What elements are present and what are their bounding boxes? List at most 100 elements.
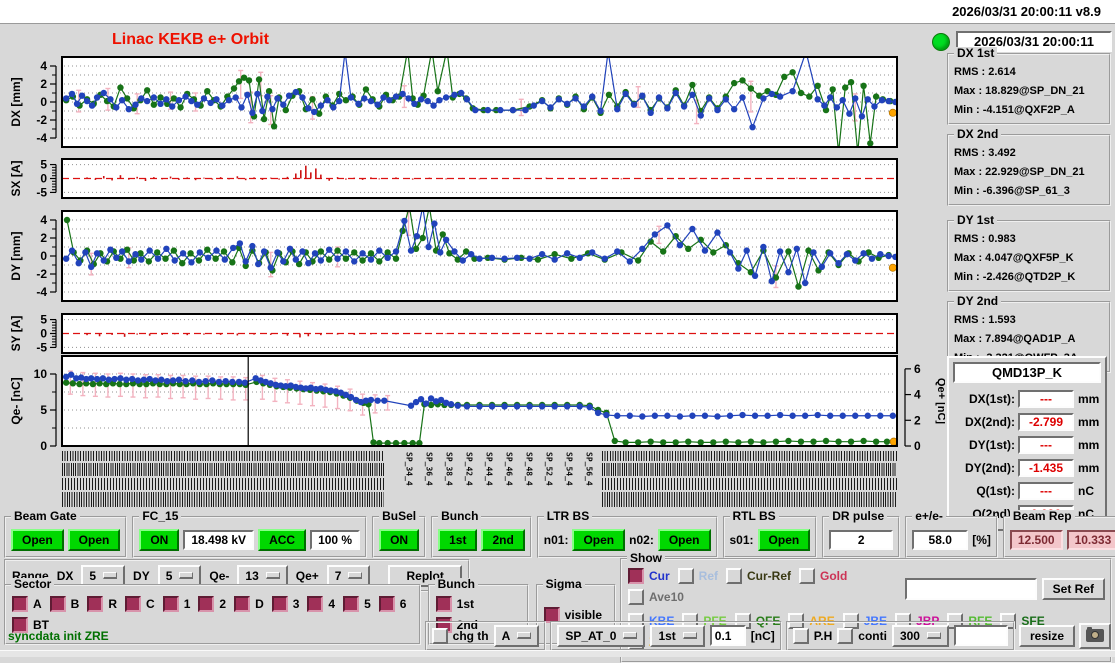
conti-checkbox[interactable] [837,627,854,644]
range-qem-dropdown[interactable]: 13 [237,564,288,587]
svg-text:Qe+ [nC]: Qe+ [nC] [935,378,945,424]
svg-text:DX [mm]: DX [mm] [9,77,23,126]
bpm-label: SP_44_4 [484,452,494,486]
checkbox-r[interactable] [87,596,104,612]
checkbox-bt[interactable] [12,617,28,633]
epe-unit-label: [%] [972,532,991,547]
group-title: DR pulse [829,510,888,523]
checkbox-2[interactable] [198,596,215,612]
svg-text:10: 10 [34,367,48,381]
set-ref-button[interactable]: Set Ref [1041,578,1105,600]
bpm-select-value: SP_AT_0 [565,628,617,643]
checkbox-label: BT [33,618,49,632]
sector-select-dropdown[interactable]: A [493,624,540,647]
resize-button[interactable]: resize [1018,624,1075,647]
checkbox-b[interactable] [49,596,66,612]
ltr-n01-label: n01: [543,532,569,547]
checkbox-item-5: 5 [343,596,371,612]
checkbox-c[interactable] [125,596,142,612]
checkbox-gold[interactable] [799,568,816,584]
chg-th-checkbox-item: chg th [431,627,489,644]
bpm-labels-dense-right [602,451,897,509]
svg-text:2: 2 [40,231,47,245]
qmd-value: -1.435 [1018,458,1074,477]
checkbox-5[interactable] [343,596,360,612]
checkbox-a[interactable] [12,596,28,612]
set-ref-input[interactable] [904,578,1037,600]
svg-text:SX [A]: SX [A] [9,160,23,196]
ltr-n01-button[interactable]: Open [572,528,626,551]
checkbox-1[interactable] [162,596,179,612]
status-message: syncdata init ZRE [8,628,109,643]
checkbox-label: 2 [219,597,227,611]
busel-on-button[interactable]: ON [379,528,420,551]
checkbox-item-b: B [49,596,79,612]
checkbox-d[interactable] [234,596,251,612]
beam-gate-button-1[interactable]: Open [11,528,64,551]
sector-group: Sector A B R C 1 2 D 3 4 5 6 BT [4,578,421,645]
svg-text:DY [mm]: DY [mm] [9,231,23,280]
bunch-1st-button[interactable]: 1st [438,528,478,551]
fc15-acc-button[interactable]: ACC [258,528,307,551]
ltr-bs-group: LTR BS n01: Open n02: Open [536,510,718,558]
stat-max: Max : 4.047@QXF5P_K [954,252,1074,264]
rtl-s01-button[interactable]: Open [757,528,811,551]
qmd-title[interactable]: QMD13P_K [953,362,1101,383]
svg-text:-4: -4 [36,131,47,145]
checkbox-ref[interactable] [677,568,694,584]
ph-checkbox-item: P.H [792,627,832,644]
group-title: Show [627,552,665,565]
ltr-n02-button[interactable]: Open [657,528,711,551]
interval-input[interactable] [953,625,1008,646]
range-qem-label: Qe- [209,568,230,583]
bpm-select-dropdown[interactable]: SP_AT_0 [557,624,646,647]
conti-checkbox-item: conti [837,627,887,644]
group-title: FC_15 [139,510,182,523]
qmd-row: DY(1st): --- mm [953,433,1101,456]
beam-rep-value-2: 10.333 [1066,529,1115,550]
option-menu-dash-icon [623,632,638,639]
checkbox-cur-ref[interactable] [726,568,743,584]
svg-text:Qe- [nC]: Qe- [nC] [9,377,23,424]
ph-conti-group: P.H conti 300 [785,620,1015,651]
screenshot-button[interactable] [1079,622,1111,649]
beam-gate-button-2[interactable]: Open [67,528,121,551]
fc15-kv-readout: 18.498 kV [183,529,255,550]
sector-select-value: A [501,628,511,643]
checkbox-cur[interactable] [628,568,644,584]
stat-max: Max : 22.929@SP_DN_21 [954,166,1085,178]
checkbox-item-6: 6 [378,596,406,612]
epe-ratio-readout: 58.0 [912,529,969,550]
checkbox-ave10[interactable] [628,589,644,605]
stat-min: Min : -2.426@QTD2P_K [954,271,1076,283]
checkbox-4[interactable] [307,596,324,612]
interval-dropdown[interactable]: 300 [891,624,949,647]
group-title: LTR BS [543,510,593,523]
svg-text:4: 4 [40,59,47,73]
fc15-on-button[interactable]: ON [139,528,180,551]
range-qep-value: 7 [334,568,342,583]
checkbox-3[interactable] [271,596,288,612]
bunch-group: Bunch 1st 2nd [431,510,532,558]
qmd-row: DX(1st): --- mm [953,387,1101,410]
svg-text:-2: -2 [36,267,47,281]
checkbox-item-d: D [234,596,264,612]
option-menu-dash-icon [926,632,941,639]
checkbox-label: R [108,597,118,611]
bunch-2nd-button[interactable]: 2nd [481,528,525,551]
ph-checkbox[interactable] [792,627,809,644]
group-title: Beam Gate [11,510,80,523]
chg-th-checkbox[interactable] [431,627,448,644]
qmd-row: DY(2nd): -1.435 mm [953,456,1101,479]
svg-text:-4: -4 [36,285,47,299]
bpm-labels-dense-left [62,451,384,509]
chart-sy: 5 0 -5 SY [A] [0,310,945,357]
checkbox-label: 1 [183,597,191,611]
threshold-input[interactable] [709,625,746,646]
bunch-select-dropdown[interactable]: 1st [650,624,705,647]
checkbox-label: Ref [698,569,719,583]
group-title: e+/e- [912,510,946,523]
checkbox-6[interactable] [378,596,395,612]
checkbox-1st[interactable] [435,596,452,612]
svg-text:2: 2 [914,413,921,427]
